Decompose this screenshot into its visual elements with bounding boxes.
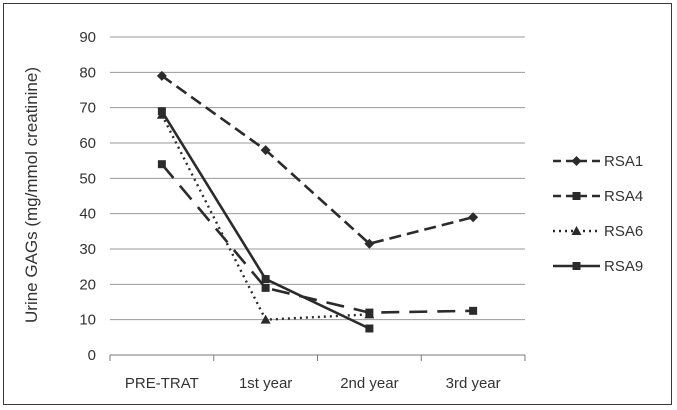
data-point-rsa6-1 (260, 314, 271, 324)
y-tick-label-70: 70 (79, 100, 96, 117)
y-axis-ticks: 0 10 20 30 40 50 60 70 80 90 (79, 29, 96, 364)
data-point-rsa4-1 (261, 283, 270, 292)
y-tick-label-10: 10 (79, 312, 96, 329)
legend-marker-rsa1 (571, 156, 582, 166)
x-tick-label-0: PRE-TRAT (125, 375, 199, 392)
grid-lines (110, 36, 525, 356)
legend-label-rsa1: RSA1 (604, 153, 643, 170)
data-point-rsa1-3 (468, 212, 479, 223)
x-tick-label-2: 2nd year (340, 375, 398, 392)
legend-marker-rsa6 (571, 226, 582, 235)
series-line-rsa1 (161, 74, 474, 245)
y-tick-label-0: 0 (88, 347, 96, 364)
data-point-rsa6-2 (364, 309, 375, 319)
x-tick-label-1: 1st year (239, 375, 292, 392)
data-point-rsa1-1 (260, 145, 271, 156)
y-tick-label-50: 50 (79, 170, 96, 187)
data-point-rsa1-2 (364, 238, 375, 249)
y-tick-label-40: 40 (79, 206, 96, 223)
data-point-rsa1-0 (156, 70, 167, 81)
data-point-rsa9-2 (365, 324, 374, 333)
legend: RSA1 RSA4 RSA6 RSA9 (553, 153, 643, 275)
y-tick-label-60: 60 (79, 135, 96, 152)
data-point-rsa9-1 (261, 275, 270, 284)
data-point-rsa4-0 (157, 160, 166, 169)
y-tick-label-90: 90 (79, 29, 96, 46)
y-tick-label-20: 20 (79, 276, 96, 293)
series-line-rsa9 (160, 110, 370, 330)
data-point-rsa9-0 (157, 107, 166, 116)
data-point-rsa4-3 (469, 306, 478, 315)
legend-marker-rsa4 (572, 192, 581, 200)
x-axis-ticks: PRE-TRAT 1st year 2nd year 3rd year (109, 355, 526, 392)
series-line-rsa4 (160, 163, 474, 314)
x-tick-label-3: 3rd year (446, 375, 501, 392)
legend-marker-rsa9 (572, 262, 581, 270)
y-tick-label-30: 30 (79, 241, 96, 258)
legend-label-rsa9: RSA9 (604, 258, 643, 275)
legend-label-rsa6: RSA6 (604, 223, 643, 240)
chart-frame (3, 3, 672, 405)
y-tick-label-80: 80 (79, 64, 96, 81)
y-axis-title: Urine GAGs (mg/mmol creatinine) (22, 67, 41, 323)
legend-label-rsa4: RSA4 (604, 188, 643, 205)
series-lines (156, 70, 479, 333)
